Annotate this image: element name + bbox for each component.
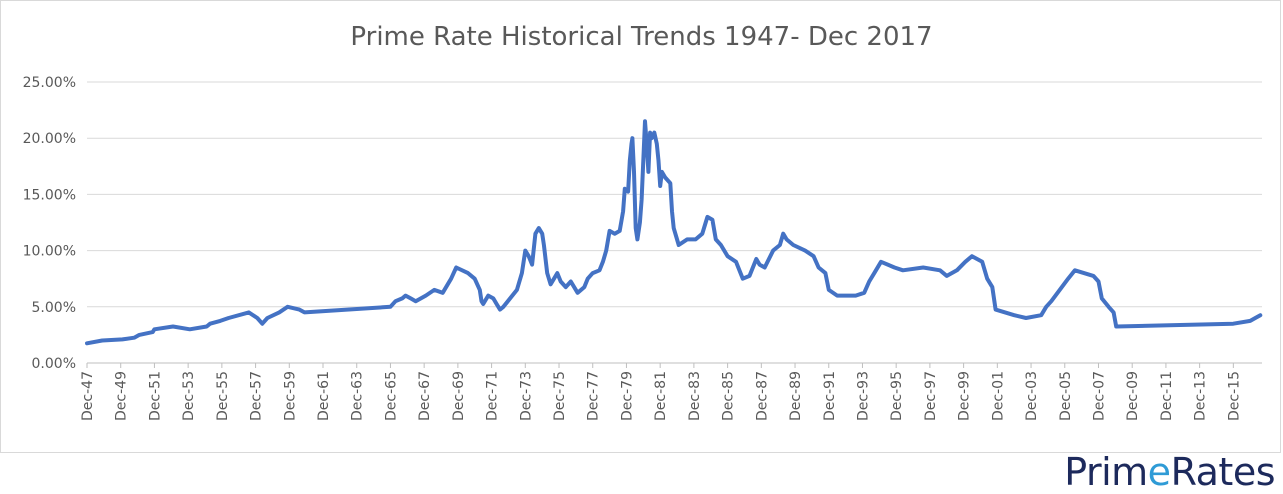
- x-tick-label: Dec-97: [923, 371, 939, 421]
- x-tick-label: Dec-13: [1193, 371, 1209, 421]
- x-tick-label: Dec-87: [754, 371, 770, 421]
- x-tick-label: Dec-67: [417, 371, 433, 421]
- series-line: [85, 119, 1263, 346]
- x-tick-label: Dec-93: [855, 371, 871, 421]
- x-tick-label: Dec-61: [316, 371, 332, 421]
- x-tick-label: Dec-99: [957, 371, 973, 421]
- x-tick-label: Dec-71: [485, 371, 501, 421]
- y-tick-label: 10.00%: [23, 244, 76, 260]
- logo-text-prim: Prim: [1064, 450, 1148, 494]
- x-tick-label: Dec-53: [181, 371, 197, 421]
- x-tick-label: Dec-75: [552, 371, 568, 421]
- y-tick-label: 5.00%: [32, 300, 76, 316]
- x-tick-label: Dec-69: [451, 371, 467, 421]
- x-tick-label: Dec-65: [383, 371, 399, 421]
- x-tick-label: Dec-73: [518, 371, 534, 421]
- x-tick-label: Dec-77: [586, 371, 602, 421]
- logo-text-rates: Rates: [1170, 450, 1276, 494]
- x-tick-label: Dec-07: [1091, 371, 1107, 421]
- line-chart: 0.00% 5.00% 10.00% 15.00% 20.00% 25.00% Dec-47…: [23, 75, 1263, 421]
- x-tick-label: Dec-09: [1125, 371, 1141, 421]
- x-tick-label: Dec-01: [990, 371, 1006, 421]
- x-tick-label: Dec-91: [822, 371, 838, 421]
- y-tick-label: 0.00%: [32, 356, 76, 372]
- x-tick-label: Dec-95: [889, 371, 905, 421]
- x-tick-label: Dec-79: [619, 371, 635, 421]
- x-tick-label: Dec-03: [1024, 371, 1040, 421]
- x-tick-label: Dec-15: [1226, 371, 1242, 421]
- logo-checkmark: e: [1147, 450, 1171, 494]
- chart-title: Prime Rate Historical Trends 1947- Dec 2…: [350, 22, 933, 52]
- x-tick-label: Dec-49: [114, 371, 130, 421]
- x-tick-label: Dec-83: [687, 371, 703, 421]
- x-tick-label: Dec-85: [721, 371, 737, 421]
- x-tick-label: Dec-47: [80, 371, 96, 421]
- x-tick-label: Dec-05: [1058, 371, 1074, 421]
- x-tick-label: Dec-89: [788, 371, 804, 421]
- x-tick-label: Dec-59: [282, 371, 298, 421]
- x-tick-label: Dec-81: [653, 371, 669, 421]
- x-tick-label: Dec-55: [215, 371, 231, 421]
- primerates-logo: PrimeRates: [1064, 450, 1275, 494]
- x-tick-label: Dec-57: [249, 371, 265, 421]
- y-tick-label: 15.00%: [23, 187, 76, 203]
- y-tick-label: 25.00%: [23, 75, 76, 91]
- y-tick-label: 20.00%: [23, 131, 76, 147]
- x-tick-label: Dec-63: [350, 371, 366, 421]
- x-tick-label: Dec-11: [1159, 371, 1175, 421]
- x-tick-label: Dec-51: [147, 371, 163, 421]
